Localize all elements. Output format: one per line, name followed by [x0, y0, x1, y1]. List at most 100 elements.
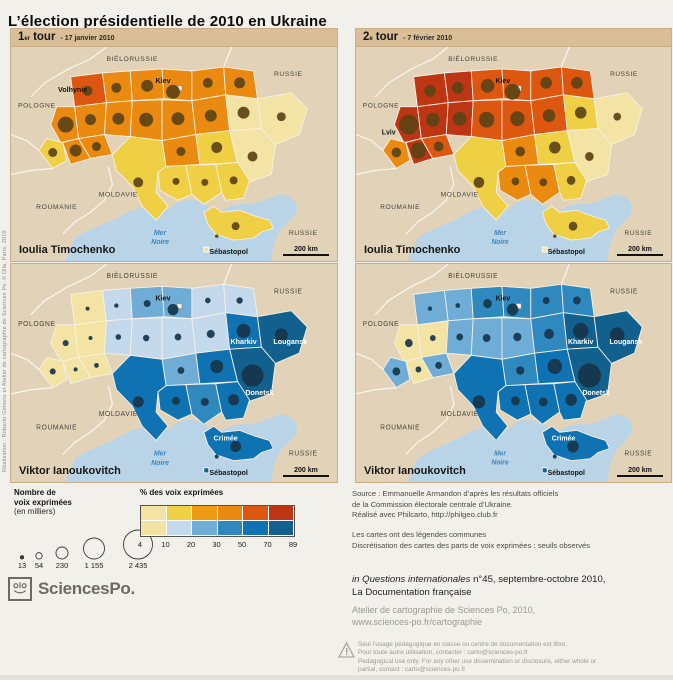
- vote-circle-cherkasy: [174, 333, 182, 341]
- vote-circle-zakarpattia: [392, 367, 401, 376]
- candidate-name: Viktor Ianoukovitch: [19, 465, 121, 477]
- neighbor-border: [62, 166, 113, 235]
- vote-circle-zaporizhzhia: [229, 176, 238, 185]
- vote-circle-dnipro: [547, 358, 562, 375]
- ukraine-map-graphic: BIÉLORUSSIE RUSSIE POLOGNE MOLDAVIE ROUMANIE…: [11, 47, 337, 261]
- map-label-bi-lorussie: BIÉLORUSSIE: [106, 54, 158, 63]
- neighbor-border: [374, 47, 449, 98]
- scale-label: 200 km: [628, 246, 652, 254]
- vote-circle-kherson: [539, 178, 548, 187]
- vote-circle-volyn: [424, 84, 436, 97]
- vote-circle-kharkiv: [236, 323, 251, 339]
- citation-line1: in Questions internationales n°45, septe…: [352, 574, 605, 587]
- vote-circle-ternopil: [85, 114, 96, 126]
- citation-block: in Questions internationales n°45, septe…: [352, 574, 605, 600]
- legend-tick: 4: [137, 539, 143, 549]
- legend-circles-unit: (en milliers): [14, 507, 56, 517]
- region-crimea: [203, 205, 274, 241]
- map-label-russie: RUSSIE: [289, 230, 318, 237]
- neighbor-border: [561, 47, 570, 68]
- legend-color-ticks: 4 10 20 30 50 70 89: [137, 539, 297, 550]
- map-label-moldavie: MOLDAVIE: [441, 411, 479, 418]
- map-label-roumanie: ROUMANIE: [380, 424, 420, 431]
- page-title: L’élection présidentielle de 2010 en Ukr…: [8, 13, 327, 31]
- map-scalebar: 200 km: [283, 246, 329, 256]
- legend-circle: [55, 546, 69, 560]
- map-label-crim-e: Crimée: [214, 433, 238, 442]
- vote-circle-poltava: [544, 328, 554, 340]
- scale-bar-line: [617, 254, 663, 256]
- vote-circle-sevastopol: [214, 234, 219, 238]
- vote-circle-rivne: [114, 303, 119, 308]
- vote-circle-zaporizhzhia: [228, 394, 240, 406]
- candidate-name: Viktor Ianoukovitch: [364, 465, 466, 477]
- vote-circle-zhytomyr: [143, 299, 151, 308]
- map-label-kiev: Kiev: [496, 294, 511, 302]
- legend-color-cell: [141, 505, 167, 521]
- map-label-pologne: POLOGNE: [363, 103, 399, 110]
- vote-circle-sumy: [571, 76, 583, 89]
- vote-circle-poltava: [542, 109, 556, 123]
- legend-circle: [19, 554, 25, 560]
- vote-circle-vinnytsia: [142, 334, 150, 342]
- vote-circle-chernihiv: [205, 297, 211, 304]
- legend-color-cell: [217, 505, 243, 521]
- neighbor-border: [223, 47, 233, 68]
- atelier-line1: Atelier de cartographie de Sciences Po, …: [352, 605, 536, 615]
- legend-color-cell: [166, 520, 192, 536]
- vote-circle-sumy: [236, 297, 243, 304]
- neighbor-border: [30, 264, 107, 316]
- legend-circle: [35, 551, 43, 560]
- vote-circle-sevastopol: [553, 234, 557, 238]
- sebastopol-marker: [541, 467, 548, 474]
- candidate-name: Ioulia Timochenko: [364, 244, 461, 256]
- vote-circle-chernihiv: [542, 296, 550, 305]
- neighbor-border: [223, 264, 233, 285]
- vote-circle-odesa: [473, 176, 485, 188]
- vote-circle-crimea: [567, 440, 579, 453]
- panel-round2-ianoukovitch: BIÉLORUSSIE RUSSIE POLOGNE MOLDAVIE ROUMANIE…: [355, 263, 672, 483]
- map-label-lougansk: Lougansk: [610, 338, 643, 346]
- legend-colors-title: % des voix exprimées: [140, 488, 224, 497]
- map-label-noire: Noire: [151, 239, 169, 246]
- vote-circle-ivano: [410, 142, 427, 159]
- vote-circle-ivano: [69, 144, 82, 157]
- legend-tick: 30: [212, 539, 221, 549]
- vote-circle-sumy: [573, 296, 581, 305]
- vote-circle-chernivtsi: [433, 141, 444, 152]
- vote-circle-odesa: [133, 177, 144, 188]
- neighbor-border: [11, 167, 53, 175]
- vote-circle-rivne: [111, 82, 122, 93]
- vote-circle-kherson: [538, 397, 548, 407]
- map-label-s-bastopol: Sébastopol: [209, 248, 248, 256]
- neighbor-border: [11, 387, 53, 395]
- ukraine-map-graphic: BIÉLORUSSIE RUSSIE POLOGNE MOLDAVIE ROUMANIE…: [11, 264, 337, 482]
- vote-circle-poltava: [206, 329, 215, 339]
- vote-circle-kirovohrad: [176, 147, 186, 156]
- map-label-s-bastopol: Sébastopol: [548, 469, 585, 477]
- scale-bar-line: [283, 254, 329, 256]
- vote-circle-zaporizhzhia: [566, 175, 576, 185]
- legend-circle: [83, 537, 105, 560]
- vote-circle-ternopil: [429, 334, 436, 342]
- map-label-russie: RUSSIE: [610, 288, 638, 295]
- map-label-kharkiv: Kharkiv: [230, 337, 256, 346]
- map-label-noire: Noire: [151, 460, 169, 467]
- legend-tick: 20: [186, 539, 196, 549]
- map-label-russie: RUSSIE: [274, 288, 303, 295]
- notice-line: partial, contact : carto@sciences-po.fr: [358, 666, 466, 674]
- vote-circle-ivano: [415, 366, 422, 373]
- legend-circles-graphic: 13 54 230 1 155 2 435: [18, 529, 153, 570]
- source-block: Source : Emmanuelle Armandon d’après les…: [352, 489, 590, 551]
- map-label-pologne: POLOGNE: [18, 321, 56, 328]
- legend-circle: [123, 529, 153, 560]
- legend-tick: 89: [288, 539, 298, 549]
- atelier-credit: Atelier de cartographie de Sciences Po, …: [352, 604, 535, 628]
- vote-circle-zakarpattia: [391, 147, 402, 158]
- vote-circle-zhytomyr: [141, 79, 154, 92]
- vote-circle-kharkiv: [237, 106, 250, 119]
- map-label-donetsk: Donetsk: [245, 388, 274, 397]
- vote-circle-volyn: [85, 306, 90, 311]
- neighbor-border: [30, 47, 107, 98]
- vote-circle-donetsk: [241, 364, 264, 387]
